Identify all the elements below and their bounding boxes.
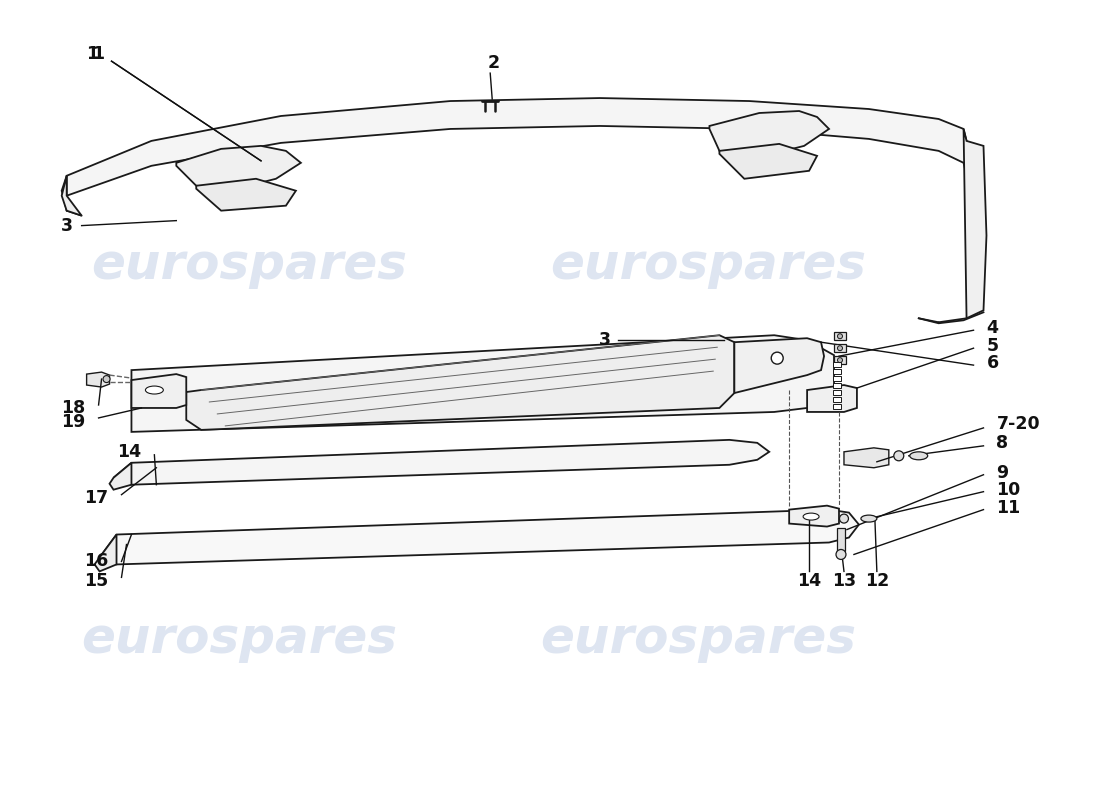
Bar (834, 332, 846, 340)
Polygon shape (196, 178, 296, 210)
Text: 10: 10 (997, 481, 1021, 498)
Text: 13: 13 (832, 572, 856, 590)
Text: eurospares: eurospares (540, 615, 856, 663)
Text: 14: 14 (118, 443, 142, 461)
Bar (833, 397, 842, 402)
Text: 16: 16 (85, 553, 109, 570)
Circle shape (837, 334, 843, 338)
Text: 6: 6 (987, 354, 999, 372)
Text: 7-20: 7-20 (997, 415, 1041, 433)
Bar (833, 362, 842, 367)
Circle shape (837, 358, 843, 362)
Bar (833, 404, 842, 409)
Circle shape (103, 375, 110, 382)
Text: 3: 3 (60, 217, 73, 234)
Text: eurospares: eurospares (91, 242, 408, 290)
Text: 5: 5 (987, 337, 999, 355)
Polygon shape (100, 510, 859, 565)
Polygon shape (789, 506, 839, 526)
Polygon shape (67, 98, 967, 196)
Circle shape (836, 550, 846, 559)
Circle shape (837, 346, 843, 350)
Bar (834, 344, 846, 352)
Polygon shape (710, 111, 829, 156)
Text: 2: 2 (487, 54, 499, 72)
Polygon shape (113, 440, 769, 485)
Ellipse shape (861, 515, 877, 522)
Polygon shape (132, 335, 834, 432)
Polygon shape (132, 374, 186, 408)
Polygon shape (964, 129, 987, 318)
Bar (833, 383, 842, 388)
Polygon shape (176, 146, 301, 189)
Text: 8: 8 (997, 434, 1009, 452)
Bar (833, 390, 842, 395)
Text: 12: 12 (865, 572, 889, 590)
Text: 15: 15 (85, 572, 109, 590)
Text: 1: 1 (87, 46, 99, 63)
Text: eurospares: eurospares (81, 615, 397, 663)
Polygon shape (719, 144, 817, 178)
Text: 3: 3 (598, 331, 611, 350)
Text: 9: 9 (997, 464, 1009, 482)
Bar (837, 527, 845, 551)
Polygon shape (95, 534, 117, 571)
Bar (833, 369, 842, 374)
Circle shape (771, 352, 783, 364)
Text: 18: 18 (62, 399, 86, 417)
Circle shape (894, 451, 904, 461)
Circle shape (839, 514, 848, 523)
Text: 1: 1 (92, 46, 104, 63)
Ellipse shape (803, 513, 820, 520)
Text: 4: 4 (987, 319, 999, 338)
Ellipse shape (910, 452, 927, 460)
Ellipse shape (145, 386, 163, 394)
Polygon shape (62, 176, 81, 216)
Polygon shape (807, 385, 857, 412)
Polygon shape (186, 335, 735, 430)
Text: 14: 14 (798, 572, 822, 590)
Polygon shape (87, 372, 110, 387)
Polygon shape (844, 448, 889, 468)
Bar (833, 376, 842, 381)
Text: eurospares: eurospares (550, 242, 866, 290)
Polygon shape (110, 462, 132, 490)
Text: 11: 11 (997, 498, 1021, 517)
Text: 19: 19 (62, 413, 86, 431)
Text: 17: 17 (85, 489, 109, 506)
Bar (834, 356, 846, 364)
Polygon shape (735, 338, 824, 393)
